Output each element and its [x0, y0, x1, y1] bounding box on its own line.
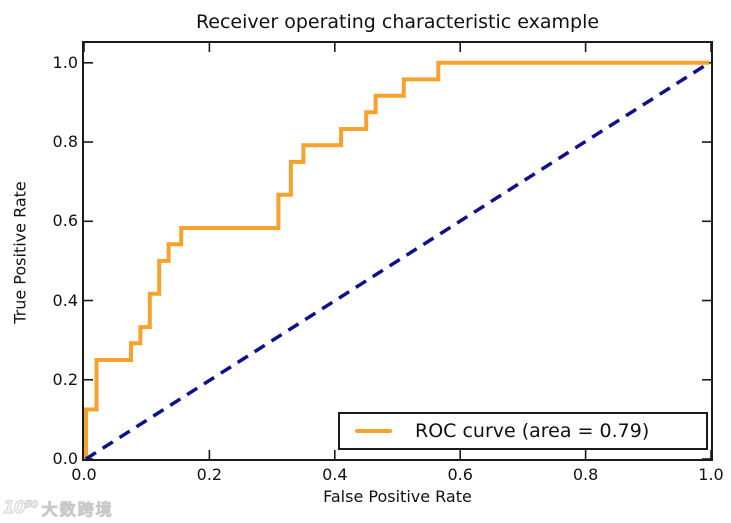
x-tick-label: 0.4: [322, 465, 348, 484]
y-tick-label: 1.0: [52, 52, 78, 72]
roc-curve-line: [84, 60, 709, 459]
x-tick-label: 0.6: [447, 465, 473, 484]
y-axis-label: True Positive Rate: [10, 181, 30, 324]
chance-diagonal-line: [84, 61, 711, 459]
plot-area: [82, 41, 713, 461]
x-tick-label: 0.8: [572, 465, 599, 484]
y-tick-label: 0.8: [52, 132, 78, 152]
x-tick-label: 1.0: [698, 465, 724, 484]
y-tick-label: 0.6: [52, 211, 78, 231]
chart-title: Receiver operating characteristic exampl…: [195, 11, 600, 33]
x-tick-label: 0.0: [71, 465, 97, 484]
legend-box: ROC curve (area = 0.79): [338, 412, 708, 450]
legend-label: ROC curve (area = 0.79): [415, 420, 650, 442]
tick-marks: [84, 43, 711, 459]
watermark-text: 大数跨境: [41, 500, 114, 520]
y-tick-label: 0.4: [52, 290, 78, 310]
watermark: 10⁵⁰ 大数跨境: [3, 497, 114, 520]
y-tick-label: 0.2: [52, 369, 78, 389]
legend-roc-line-sample: [355, 429, 392, 433]
y-tick-label: 0.0: [52, 449, 78, 468]
x-axis-label: False Positive Rate: [323, 487, 472, 506]
x-tick-label: 0.2: [196, 465, 223, 484]
roc-plot-svg: [84, 43, 711, 459]
watermark-logo-icon: 10⁵⁰: [3, 498, 39, 519]
